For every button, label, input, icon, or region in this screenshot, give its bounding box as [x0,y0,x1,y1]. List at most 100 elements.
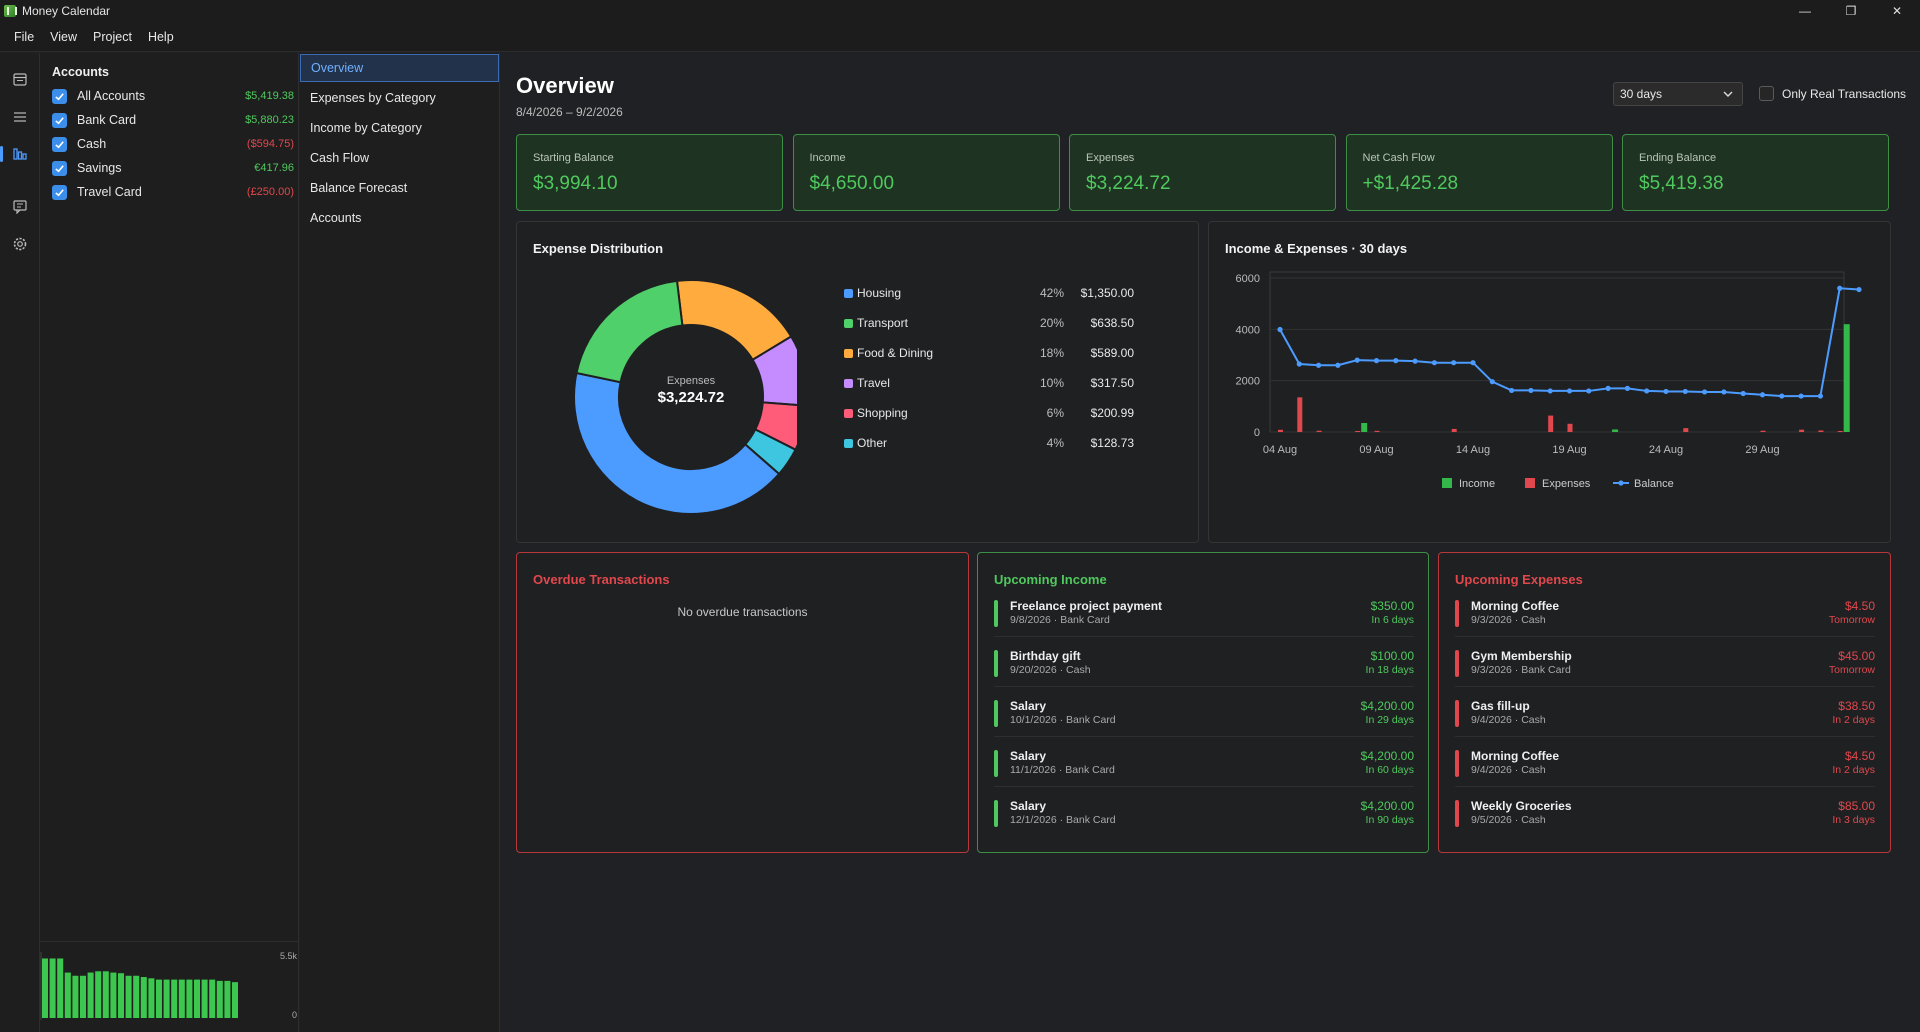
account-row[interactable]: Savings €417.96 [52,157,294,179]
upcoming-row[interactable]: Morning Coffee 9/4/2026 · Cash $4.50 In 2 d… [1455,747,1875,787]
balance-point[interactable] [1566,388,1573,394]
balance-point[interactable] [1431,360,1437,366]
expense-bar[interactable] [1278,429,1283,432]
transaction-date-account: 9/3/2026 · Bank Card [1471,664,1571,676]
calendar-icon[interactable] [8,67,32,91]
expense-legend-row: Shopping 6% $200.99 [844,405,1134,421]
menu-file[interactable]: File [14,29,35,44]
nav-item-balance-forecast[interactable]: Balance Forecast [310,181,408,195]
menu-view[interactable]: View [50,29,78,44]
account-row[interactable]: All Accounts $5,419.38 [52,85,294,107]
expense-bar[interactable] [1374,430,1380,432]
balance-point[interactable] [1798,393,1804,399]
balance-point[interactable] [1644,388,1650,394]
range-select[interactable]: 30 days [1613,82,1743,106]
expense-bar[interactable] [1316,430,1322,432]
mini-chart-bar [232,982,238,1018]
mini-chart-bar [140,977,147,1018]
upcoming-row[interactable]: Weekly Groceries 9/5/2026 · Cash $85.00 In … [1455,797,1875,837]
menu-help[interactable]: Help [147,29,174,44]
balance-point[interactable] [1759,392,1766,398]
expense-bar[interactable] [1548,415,1554,432]
balance-point[interactable] [1373,358,1380,364]
list-icon[interactable] [8,105,32,129]
balance-point[interactable] [1296,361,1302,367]
expense-bar[interactable] [1297,397,1303,432]
balance-point[interactable] [1817,393,1823,399]
upcoming-row[interactable]: Birthday gift 9/20/2026 · Cash $100.00 In 1… [994,647,1414,687]
transaction-due: In 2 days [1832,764,1875,776]
account-checkbox[interactable] [52,88,67,104]
upcoming-row[interactable]: Gas fill-up 9/4/2026 · Cash $38.50 In 2 day… [1455,697,1875,737]
menu-project[interactable]: Project [93,29,132,44]
balance-point[interactable] [1837,285,1843,291]
balance-point[interactable] [1856,286,1862,293]
balance-point[interactable] [1489,379,1495,385]
balance-point[interactable] [1702,389,1708,395]
balance-point[interactable] [1528,387,1534,394]
upcoming-row[interactable]: Salary 10/1/2026 · Bank Card $4,200.00 In 2… [994,697,1414,737]
balance-point[interactable] [1412,358,1418,364]
donut-slice[interactable] [751,335,797,407]
expense-bar[interactable] [1799,429,1805,432]
donut-slice[interactable] [575,279,684,384]
close-button[interactable]: ✕ [1891,4,1903,18]
account-row[interactable]: Cash ($594.75) [52,133,294,155]
only-real-toggle[interactable]: Only Real Transactions [1759,86,1906,101]
expense-bar[interactable] [1818,430,1824,432]
income-bar[interactable] [1612,429,1619,432]
account-checkbox[interactable] [52,136,67,152]
balance-point[interactable] [1721,389,1727,395]
account-row[interactable]: Travel Card (£250.00) [52,181,294,203]
nav-item-overview[interactable]: Overview [300,54,499,82]
account-checkbox[interactable] [52,160,67,176]
account-row[interactable]: Bank Card $5,880.23 [52,109,294,131]
minimize-button[interactable]: — [1799,4,1811,18]
expense-bar[interactable] [1451,428,1457,432]
upcoming-row[interactable]: Salary 11/1/2026 · Bank Card $4,200.00 In 6… [994,747,1414,787]
balance-point[interactable] [1393,358,1399,364]
balance-point[interactable] [1547,388,1553,394]
upcoming-row[interactable]: Morning Coffee 9/3/2026 · Cash $4.50 Tomorr… [1455,597,1875,637]
balance-point[interactable] [1682,388,1688,395]
income-bar[interactable] [1843,324,1850,432]
upcoming-row[interactable]: Freelance project payment 9/8/2026 · Bank… [994,597,1414,637]
balance-point[interactable] [1663,388,1669,395]
expense-bar[interactable] [1760,430,1766,432]
balance-point[interactable] [1354,357,1360,363]
balance-point[interactable] [1335,362,1341,368]
balance-point[interactable] [1451,360,1457,366]
stat-label: Ending Balance [1639,152,1717,164]
expense-bar[interactable] [1567,423,1573,432]
account-checkbox[interactable] [52,184,67,200]
balance-point[interactable] [1586,388,1592,394]
row-accent-bar [1455,650,1459,677]
balance-point[interactable] [1779,393,1785,399]
nav-item-income-by-category[interactable]: Income by Category [310,121,422,135]
balance-point[interactable] [1624,385,1630,391]
upcoming-row[interactable]: Salary 12/1/2026 · Bank Card $4,200.00 In 9… [994,797,1414,837]
row-accent-bar [1455,600,1459,627]
upcoming-row[interactable]: Gym Membership 9/3/2026 · Bank Card $45.00… [1455,647,1875,687]
balance-point[interactable] [1740,390,1746,397]
balance-point[interactable] [1470,360,1476,366]
nav-item-expenses-by-category[interactable]: Expenses by Category [310,91,436,105]
balance-point[interactable] [1316,362,1322,368]
balance-point[interactable] [1277,326,1283,333]
nav-item-cash-flow[interactable]: Cash Flow [310,151,370,165]
nav-item-accounts[interactable]: Accounts [310,211,362,225]
stat-card: Starting Balance $3,994.10 [516,134,783,211]
expense-bar[interactable] [1355,430,1361,432]
only-real-checkbox[interactable] [1759,86,1774,101]
maximize-button[interactable]: ❐ [1845,4,1857,18]
reports-icon[interactable] [0,142,32,166]
income-bar[interactable] [1361,423,1368,432]
balance-point[interactable] [1605,385,1611,391]
expense-bar[interactable] [1683,428,1689,432]
notes-icon[interactable] [8,194,32,218]
balance-point[interactable] [1509,387,1515,394]
settings-icon[interactable] [8,232,32,256]
expense-bar[interactable] [1837,430,1843,432]
account-checkbox[interactable] [52,112,67,128]
donut-slice[interactable] [573,371,781,515]
